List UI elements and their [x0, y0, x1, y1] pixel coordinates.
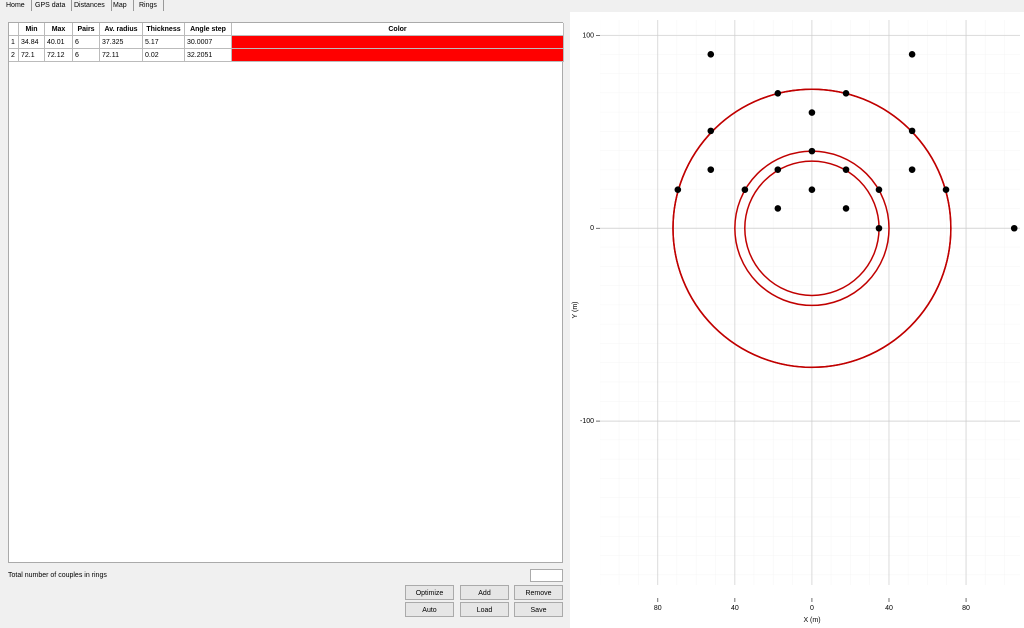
point [842, 166, 850, 173]
column-header: Angle step [185, 23, 232, 36]
footer-label: Total number of couples in rings [8, 572, 107, 579]
y-tick-label: 100 [582, 32, 594, 39]
column-header: Pairs [73, 23, 100, 36]
point [707, 51, 715, 58]
row-header: 1 [9, 36, 19, 49]
color-cell[interactable] [232, 36, 564, 49]
table-cell[interactable]: 34.84 [19, 36, 45, 49]
point [808, 147, 816, 155]
point [908, 166, 916, 173]
column-header: Max [45, 23, 73, 36]
x-tick-label: 80 [654, 605, 662, 612]
column-header: Thickness [143, 23, 185, 36]
point [908, 127, 916, 135]
point [774, 166, 782, 173]
column-header: Color [232, 23, 564, 36]
x-tick-label: 0 [810, 605, 814, 612]
point [808, 109, 816, 116]
x-axis-title: X (m) [803, 617, 820, 624]
plot: Y (m) X (m) 100 0 -100 80 40 0 40 80 [570, 12, 1024, 628]
table-cell[interactable]: 72.1 [19, 49, 45, 62]
column-header: Min [19, 23, 45, 36]
color-cell[interactable] [232, 49, 564, 62]
button[interactable]: Remove [514, 585, 563, 600]
tab[interactable]: Home [0, 0, 32, 11]
table-cell[interactable]: 6 [73, 49, 100, 62]
point [774, 205, 782, 212]
column-header: Av. radius [100, 23, 143, 36]
button[interactable]: Optimize [405, 585, 454, 600]
table-cell[interactable]: 0.02 [143, 49, 185, 62]
table-cell[interactable]: 5.17 [143, 36, 185, 49]
y-tick-label: 0 [590, 225, 594, 232]
button[interactable]: Auto [405, 602, 454, 617]
point [875, 224, 883, 232]
point [741, 186, 749, 193]
table-cell[interactable]: 30.0007 [185, 36, 232, 49]
tab[interactable]: GPS data [29, 0, 73, 11]
point [908, 51, 916, 58]
point [1010, 224, 1018, 232]
point [774, 89, 782, 97]
spinbox[interactable] [530, 569, 563, 582]
y-axis-title: Y (m) [572, 302, 579, 319]
table-cell[interactable]: 32.2051 [185, 49, 232, 62]
table-cell[interactable]: 6 [73, 36, 100, 49]
tab[interactable]: Map [107, 0, 134, 11]
ring [672, 88, 952, 369]
x-tick-label: 80 [962, 605, 970, 612]
x-tick-label: 40 [731, 605, 739, 612]
tab[interactable]: Rings [133, 0, 164, 11]
point [842, 205, 850, 212]
point [707, 127, 715, 135]
button[interactable]: Load [460, 602, 509, 617]
button[interactable]: Save [514, 602, 563, 617]
rings-table: Min Max Pairs Av. radius Thickness Angle step… [8, 22, 564, 563]
point [842, 89, 850, 97]
point [707, 166, 715, 173]
y-tick-label: -100 [580, 418, 594, 425]
point [875, 186, 883, 193]
button[interactable]: Add [460, 585, 509, 600]
table-cell[interactable]: 72.12 [45, 49, 73, 62]
point [808, 186, 816, 193]
point [942, 186, 950, 193]
row-header: 2 [9, 49, 19, 62]
table-cell[interactable]: 72.11 [100, 49, 143, 62]
x-tick-label: 40 [885, 605, 893, 612]
table-cell[interactable]: 37.325 [100, 36, 143, 49]
tab[interactable]: Distances [68, 0, 112, 11]
table-cell[interactable]: 40.01 [45, 36, 73, 49]
point [674, 186, 682, 193]
corner-cell [9, 23, 19, 36]
minor-grid [600, 20, 1020, 585]
